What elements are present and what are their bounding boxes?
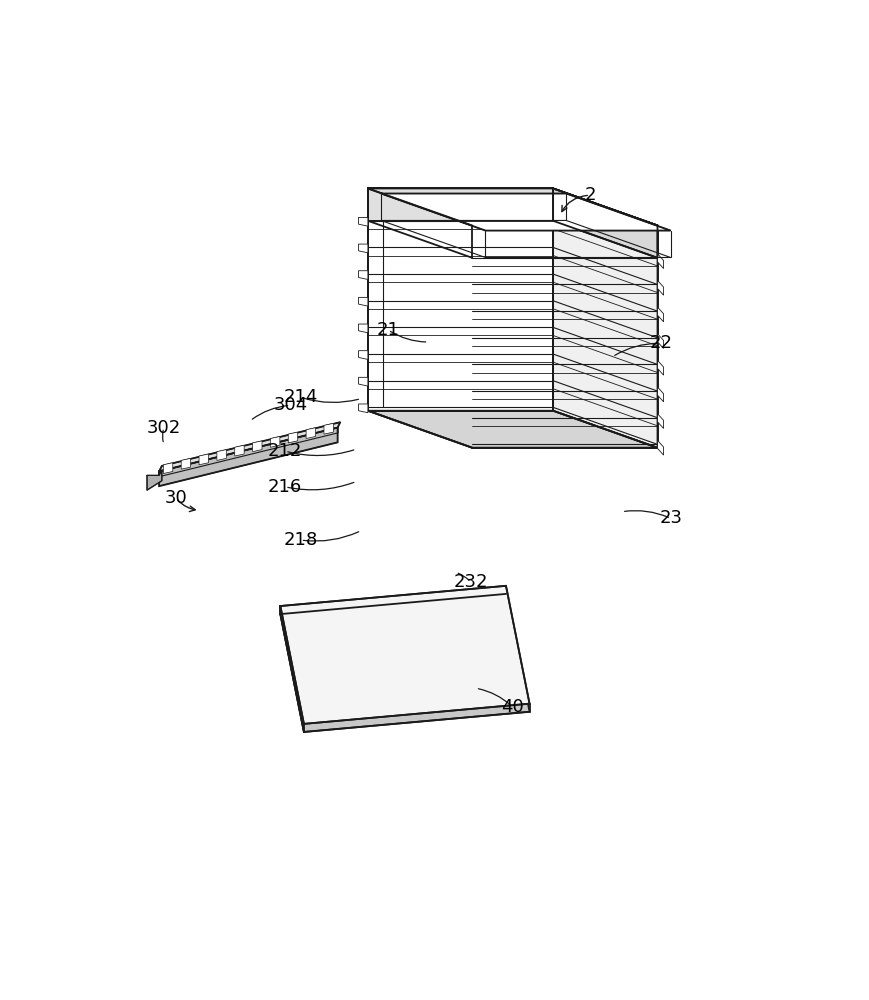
Polygon shape — [658, 440, 664, 455]
Polygon shape — [359, 244, 368, 253]
Text: 216: 216 — [268, 478, 302, 496]
Polygon shape — [658, 334, 664, 348]
Polygon shape — [217, 450, 226, 460]
Polygon shape — [658, 307, 664, 322]
Text: 30: 30 — [164, 489, 188, 507]
Polygon shape — [159, 428, 337, 477]
Text: 22: 22 — [649, 334, 673, 352]
Text: 232: 232 — [454, 573, 488, 591]
Polygon shape — [289, 432, 298, 443]
Text: 212: 212 — [268, 442, 302, 460]
Polygon shape — [473, 226, 658, 448]
Text: 214: 214 — [283, 388, 318, 406]
Polygon shape — [281, 586, 529, 724]
Polygon shape — [281, 606, 304, 732]
Polygon shape — [306, 428, 315, 438]
Text: 40: 40 — [501, 698, 524, 716]
Polygon shape — [253, 441, 262, 452]
Polygon shape — [359, 297, 368, 306]
Text: 2: 2 — [585, 186, 596, 204]
Polygon shape — [368, 411, 658, 448]
Polygon shape — [159, 428, 337, 486]
Polygon shape — [359, 217, 368, 226]
Polygon shape — [554, 188, 658, 448]
Polygon shape — [159, 422, 341, 471]
Polygon shape — [199, 454, 209, 465]
Polygon shape — [235, 445, 244, 456]
Text: 218: 218 — [283, 531, 318, 549]
Polygon shape — [368, 188, 658, 226]
Polygon shape — [368, 188, 554, 221]
Polygon shape — [281, 594, 529, 732]
Polygon shape — [658, 414, 664, 428]
Polygon shape — [324, 423, 334, 434]
Text: 302: 302 — [147, 419, 181, 437]
Polygon shape — [359, 377, 368, 386]
Polygon shape — [359, 404, 368, 413]
Polygon shape — [163, 463, 173, 474]
Polygon shape — [359, 324, 368, 333]
Polygon shape — [658, 387, 664, 402]
Polygon shape — [270, 436, 280, 447]
Polygon shape — [554, 188, 658, 258]
Polygon shape — [658, 360, 664, 375]
Polygon shape — [182, 458, 190, 469]
Polygon shape — [658, 280, 664, 295]
Polygon shape — [368, 188, 554, 411]
Text: 304: 304 — [274, 396, 308, 414]
Polygon shape — [359, 351, 368, 359]
Text: 21: 21 — [376, 321, 400, 339]
Polygon shape — [658, 254, 664, 269]
Text: 23: 23 — [660, 509, 682, 527]
Polygon shape — [359, 271, 368, 279]
Polygon shape — [381, 194, 671, 231]
Polygon shape — [147, 470, 162, 490]
